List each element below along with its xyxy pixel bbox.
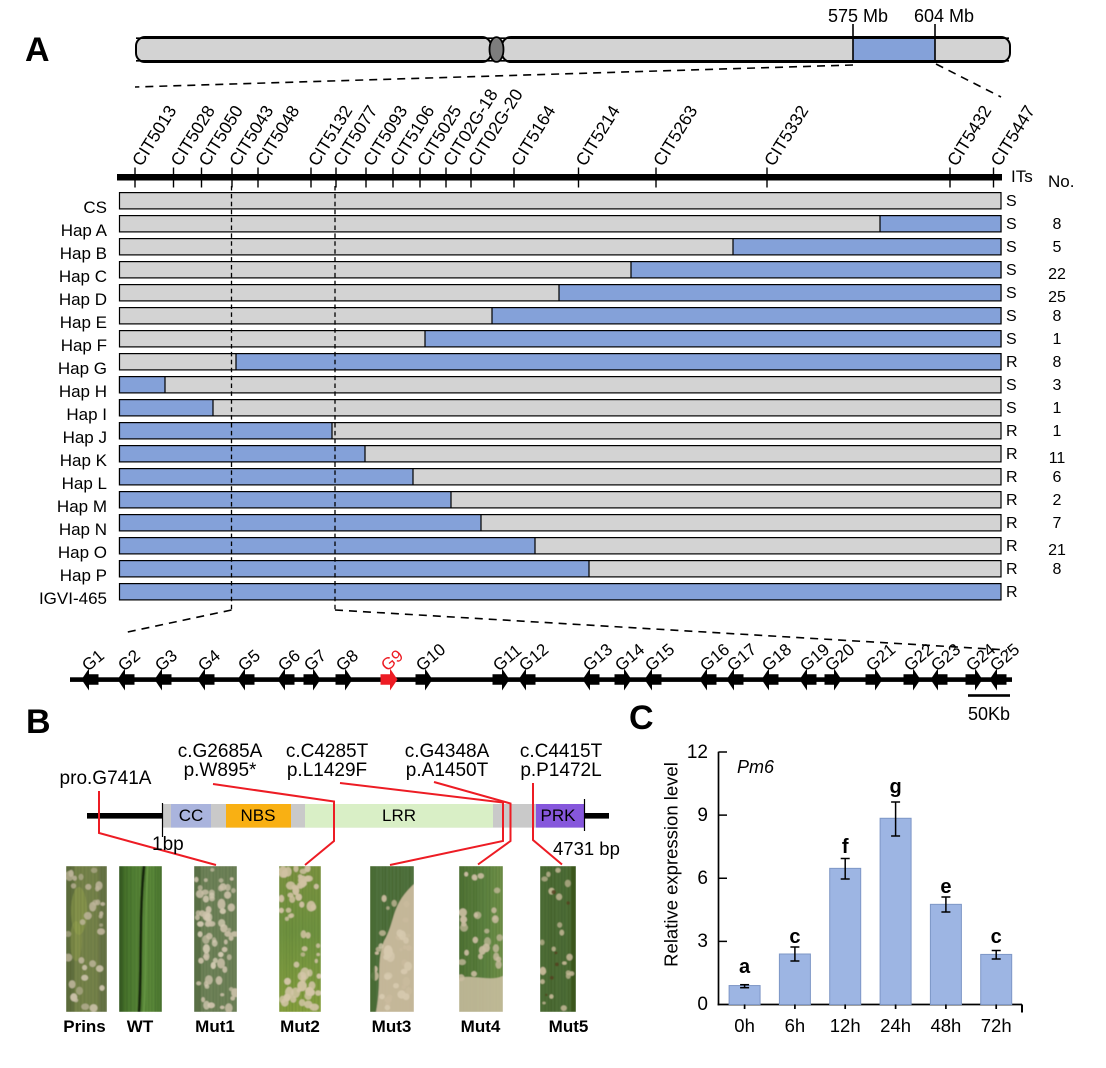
svg-text:G3: G3 [151, 646, 181, 675]
svg-text:G21: G21 [862, 640, 899, 675]
svg-text:G17: G17 [723, 640, 760, 675]
svg-text:G4: G4 [194, 646, 224, 675]
svg-text:CIT5332: CIT5332 [760, 102, 813, 170]
svg-text:G8: G8 [332, 646, 362, 675]
svg-text:G13: G13 [579, 640, 616, 675]
svg-text:G7: G7 [300, 646, 330, 675]
svg-text:CIT5263: CIT5263 [649, 102, 702, 170]
svg-text:G15: G15 [641, 640, 678, 675]
svg-text:G10: G10 [412, 640, 449, 675]
svg-text:G1: G1 [78, 646, 108, 675]
svg-text:G20: G20 [821, 640, 858, 675]
svg-text:G23: G23 [927, 640, 964, 675]
svg-text:G9: G9 [377, 646, 407, 675]
svg-text:G18: G18 [758, 640, 795, 675]
svg-text:G2: G2 [114, 646, 144, 675]
svg-text:G25: G25 [986, 640, 1023, 675]
svg-text:CIT5214: CIT5214 [571, 102, 624, 170]
svg-text:G12: G12 [515, 640, 552, 675]
svg-text:G5: G5 [234, 646, 264, 675]
svg-text:G14: G14 [611, 640, 648, 675]
